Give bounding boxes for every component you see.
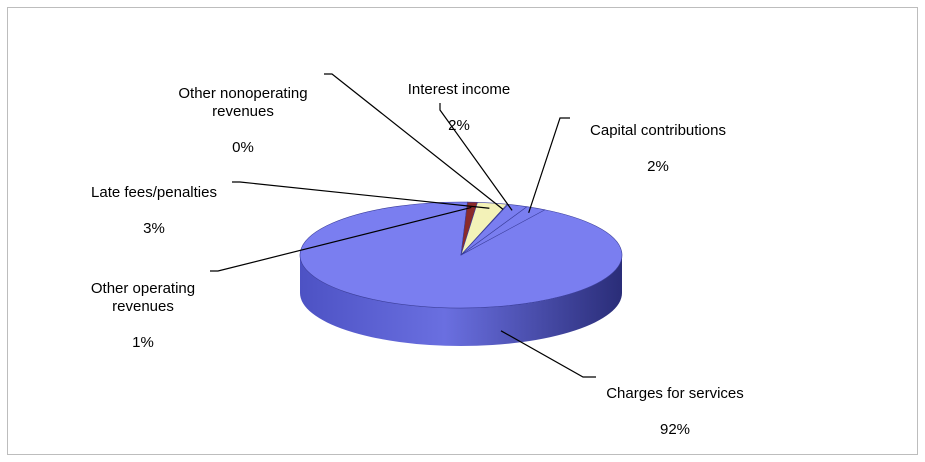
label-charges-for-services: Charges for services 92%	[606, 367, 744, 439]
leader-lines	[210, 73, 596, 378]
slice-percent: 2%	[448, 117, 470, 134]
slice-name: Other nonoperating revenues	[178, 85, 308, 120]
slice-name: Late fees/penalties	[91, 184, 217, 201]
chart-frame	[7, 7, 918, 455]
leader-line	[528, 117, 570, 214]
leader-line	[439, 103, 513, 211]
leader-line	[324, 73, 504, 210]
pie-side-wall	[300, 255, 622, 346]
slice-percent: 92%	[659, 421, 691, 438]
pie-sides	[300, 255, 622, 346]
slice-name: Capital contributions	[590, 122, 726, 139]
slice-name: Other operating revenues	[90, 280, 196, 315]
slice-name: Charges for services	[606, 385, 744, 402]
label-late-fees-penalties: Late fees/penalties 3%	[91, 166, 217, 238]
leader-line	[500, 330, 596, 378]
label-interest-income: Interest income 2%	[408, 63, 511, 135]
slice-name: Interest income	[407, 81, 511, 98]
slice-percent: 1%	[132, 334, 154, 351]
pie-slices	[299, 201, 623, 309]
slice-percent: 3%	[143, 220, 165, 237]
leader-line	[232, 181, 490, 209]
leader-line	[210, 206, 472, 272]
label-other-nonoperating-revenues: Other nonoperating revenues 0%	[153, 67, 333, 157]
slice-percent: 2%	[647, 158, 669, 175]
label-capital-contributions: Capital contributions 2%	[590, 104, 726, 176]
label-other-operating-revenues: Other operating revenues 1%	[68, 262, 218, 352]
slice-percent: 0%	[232, 139, 254, 156]
pie-slice-capital-contributions	[460, 206, 546, 256]
